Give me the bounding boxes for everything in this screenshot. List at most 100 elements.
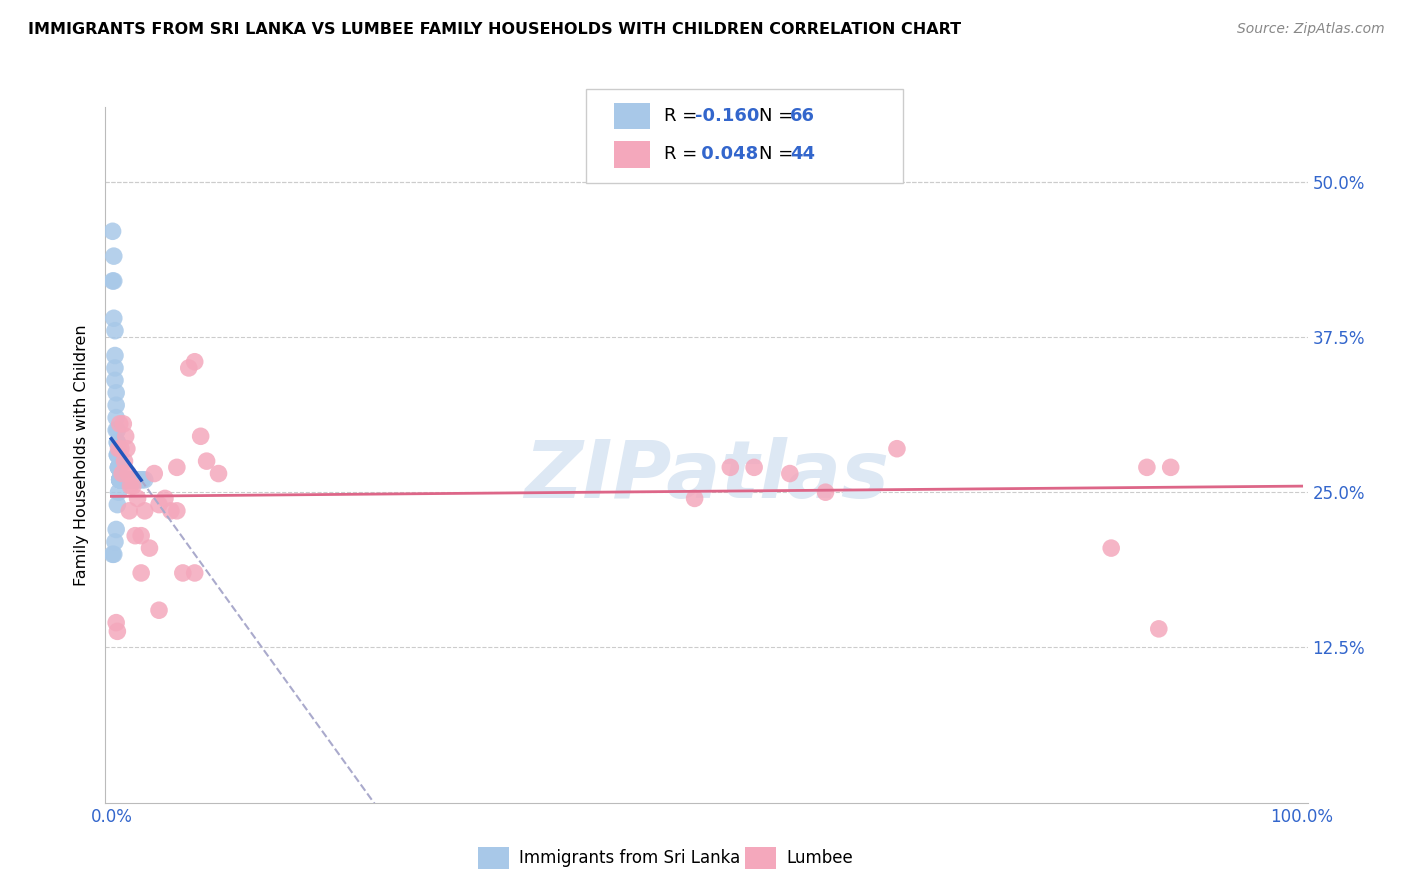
Text: -0.160: -0.160 — [695, 107, 759, 125]
Point — [131, 473, 153, 487]
Point — [183, 566, 205, 580]
Point — [110, 473, 132, 487]
Point — [105, 385, 128, 400]
Text: 44: 44 — [790, 145, 815, 163]
Point — [118, 504, 141, 518]
Text: IMMIGRANTS FROM SRI LANKA VS LUMBEE FAMILY HOUSEHOLDS WITH CHILDREN CORRELATION : IMMIGRANTS FROM SRI LANKA VS LUMBEE FAMI… — [28, 22, 962, 37]
Point — [110, 442, 132, 456]
Point — [177, 361, 200, 376]
Point — [127, 473, 149, 487]
Point — [111, 473, 134, 487]
Point — [107, 448, 129, 462]
Text: 0.048: 0.048 — [695, 145, 758, 163]
Point — [103, 249, 125, 263]
Point — [108, 473, 131, 487]
Point — [172, 566, 194, 580]
Point — [104, 373, 127, 387]
Point — [105, 398, 128, 412]
Point — [120, 479, 142, 493]
Point — [105, 448, 128, 462]
Point — [160, 504, 183, 518]
Point — [114, 473, 136, 487]
Point — [779, 467, 801, 481]
Point — [107, 442, 129, 456]
Point — [114, 473, 136, 487]
Point — [111, 473, 134, 487]
Point — [107, 460, 129, 475]
Point — [134, 504, 156, 518]
Point — [111, 473, 134, 487]
Point — [742, 460, 765, 475]
Point — [108, 473, 131, 487]
Point — [1160, 460, 1182, 475]
Text: R =: R = — [664, 145, 703, 163]
Point — [125, 473, 148, 487]
Point — [118, 473, 141, 487]
Point — [110, 473, 132, 487]
Point — [103, 274, 125, 288]
Point — [107, 485, 129, 500]
Point — [121, 473, 143, 487]
Point — [112, 473, 135, 487]
Point — [103, 311, 125, 326]
Point — [111, 473, 134, 487]
Point — [1099, 541, 1122, 555]
Point — [718, 460, 741, 475]
Point — [108, 473, 131, 487]
Point — [886, 442, 908, 456]
Text: N =: N = — [759, 107, 799, 125]
Point — [101, 274, 124, 288]
Point — [108, 473, 131, 487]
Point — [101, 224, 124, 238]
Point — [143, 467, 166, 481]
Point — [112, 417, 135, 431]
Point — [105, 435, 128, 450]
Text: 66: 66 — [790, 107, 815, 125]
Point — [115, 442, 138, 456]
Point — [108, 417, 131, 431]
Point — [108, 473, 131, 487]
Point — [124, 529, 146, 543]
Point — [105, 423, 128, 437]
Point — [183, 355, 205, 369]
Point — [166, 460, 188, 475]
Point — [121, 479, 143, 493]
Point — [122, 473, 145, 487]
Text: Immigrants from Sri Lanka: Immigrants from Sri Lanka — [519, 849, 740, 867]
Y-axis label: Family Households with Children: Family Households with Children — [75, 324, 90, 586]
Point — [111, 467, 134, 481]
Point — [138, 541, 160, 555]
Point — [104, 324, 127, 338]
Point — [148, 498, 170, 512]
Point — [101, 547, 124, 561]
Point — [104, 349, 127, 363]
Point — [104, 361, 127, 376]
Point — [105, 624, 128, 639]
Text: R =: R = — [664, 107, 703, 125]
Point — [683, 491, 706, 506]
Text: Lumbee: Lumbee — [786, 849, 852, 867]
Point — [134, 473, 156, 487]
Point — [110, 473, 132, 487]
Point — [166, 504, 188, 518]
Point — [112, 473, 135, 487]
Point — [107, 460, 129, 475]
Point — [107, 460, 129, 475]
Point — [108, 473, 131, 487]
Text: ZIPatlas: ZIPatlas — [524, 437, 889, 515]
Point — [105, 615, 128, 630]
Point — [105, 423, 128, 437]
Point — [190, 429, 212, 443]
Point — [115, 473, 138, 487]
Point — [108, 460, 131, 475]
Point — [114, 473, 136, 487]
Point — [153, 491, 176, 506]
Point — [105, 435, 128, 450]
Point — [105, 448, 128, 462]
Point — [105, 498, 128, 512]
Point — [107, 460, 129, 475]
Point — [110, 473, 132, 487]
Point — [129, 529, 152, 543]
Point — [129, 566, 152, 580]
Point — [127, 491, 149, 506]
